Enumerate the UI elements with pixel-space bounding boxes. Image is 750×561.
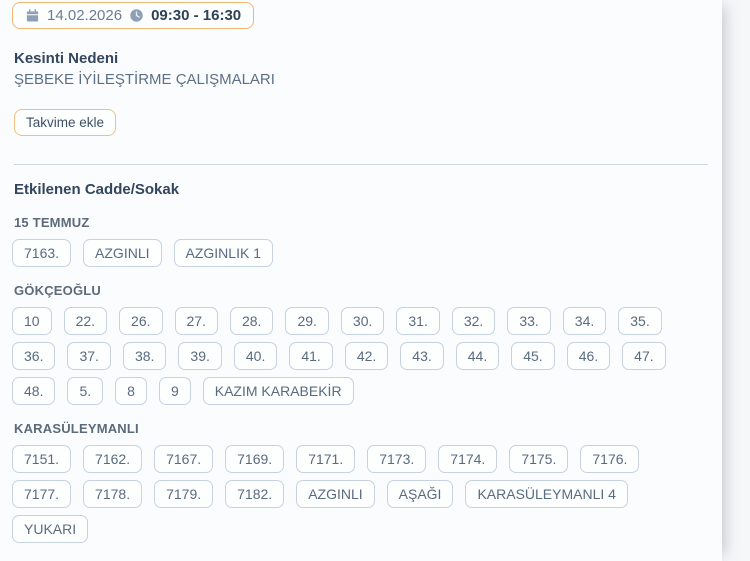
clock-icon — [129, 8, 144, 23]
street-chip: 29. — [285, 307, 329, 335]
street-group: 15 TEMMUZ 7163. AZGINLI AZGINLIK 1 — [12, 215, 708, 267]
schedule-date: 14.02.2026 — [47, 7, 123, 24]
street-chip: 27. — [174, 307, 218, 335]
street-chip: 42. — [344, 342, 389, 370]
street-chip: 7179. — [154, 480, 214, 508]
street-chip: 38. — [122, 342, 167, 370]
section-divider — [14, 164, 708, 165]
street-chip: 7182. — [225, 480, 285, 508]
add-to-calendar-button[interactable]: Takvime ekle — [14, 109, 117, 136]
street-chip: 28. — [229, 307, 274, 335]
street-chip: 32. — [451, 307, 496, 335]
street-chip: 7174. — [438, 445, 498, 473]
street-chip: KAZIM KARABEKİR — [202, 377, 354, 405]
street-chip: AZGINLIK 1 — [173, 239, 273, 267]
street-chip: 34. — [562, 307, 607, 335]
street-chip: 7171. — [296, 445, 356, 473]
affected-streets-title: Etkilenen Cadde/Sokak — [14, 181, 180, 198]
street-chip: 35. — [618, 307, 662, 335]
street-chip: 43. — [400, 342, 444, 370]
calendar-icon — [25, 8, 40, 23]
street-chip: 7173. — [367, 445, 427, 473]
street-chip: 31. — [396, 307, 440, 335]
street-chip: 44. — [455, 342, 500, 370]
street-chip: AZGINLI — [83, 239, 162, 267]
street-chip: 37. — [67, 342, 111, 370]
street-chip: 8 — [115, 377, 147, 405]
schedule-time-range: 09:30 - 16:30 — [151, 7, 242, 24]
street-chip: AŞAĞI — [386, 480, 454, 508]
street-chip: 7177. — [12, 480, 72, 508]
street-group: KARASÜLEYMANLI 7151. 7162. 7167. 7169. 7171.… — [12, 421, 708, 543]
chip-list: 7163. AZGINLI AZGINLIK 1 — [12, 239, 704, 267]
outage-reason-value: ŞEBEKE İYİLEŞTİRME ÇALIŞMALARI — [14, 71, 275, 88]
street-chip: 40. — [233, 342, 278, 370]
street-chip: 33. — [507, 307, 551, 335]
chip-list: 10 22. 26. 27. 28. 29. 30. 31. 32. 33. 34. 35. 36. 37… — [12, 307, 704, 405]
street-group-label: GÖKÇEOĞLU — [14, 283, 102, 298]
street-chip: 7176. — [580, 445, 640, 473]
street-chip: AZGINLI — [296, 480, 375, 508]
street-chip: 5. — [67, 377, 104, 405]
street-chip: 9 — [158, 377, 191, 405]
street-chip: 39. — [178, 342, 222, 370]
street-chip: 7175. — [509, 445, 569, 473]
street-chip: 30. — [340, 307, 385, 335]
street-group: GÖKÇEOĞLU 10 22. 26. 27. 28. 29. 30. 31. 32. 33. 3… — [12, 283, 708, 405]
street-chip: 7169. — [225, 445, 285, 473]
street-chip: 45. — [511, 342, 555, 370]
street-chip: 47. — [622, 342, 666, 370]
chip-list: 7151. 7162. 7167. 7169. 7171. 7173. 7174. 7175.… — [12, 445, 704, 543]
street-chip: 7167. — [154, 445, 214, 473]
street-group-label: KARASÜLEYMANLI — [14, 421, 139, 436]
outage-reason-label: Kesinti Nedeni — [14, 50, 119, 67]
street-chip: 46. — [566, 342, 611, 370]
schedule-badge: 14.02.2026 09:30 - 16:30 — [12, 2, 255, 29]
outage-detail-panel: 14.02.2026 09:30 - 16:30 Kesinti Nedeni … — [12, 2, 708, 543]
street-chip: KARASÜLEYMANLI 4 — [465, 480, 628, 508]
street-chip: 10 — [12, 307, 52, 335]
street-chip: 48. — [12, 377, 56, 405]
street-chip: 7162. — [83, 445, 143, 473]
street-chip: 36. — [12, 342, 56, 370]
street-group-label: 15 TEMMUZ — [14, 215, 90, 230]
street-chip: 7151. — [12, 445, 72, 473]
street-chip: 7178. — [83, 480, 143, 508]
street-chip: YUKARI — [12, 515, 89, 543]
street-chip: 7163. — [12, 239, 72, 267]
street-chip: 26. — [119, 307, 163, 335]
street-chip: 22. — [63, 307, 108, 335]
street-chip: 41. — [289, 342, 333, 370]
street-groups: 15 TEMMUZ 7163. AZGINLI AZGINLIK 1 GÖKÇEOĞ… — [12, 215, 708, 543]
